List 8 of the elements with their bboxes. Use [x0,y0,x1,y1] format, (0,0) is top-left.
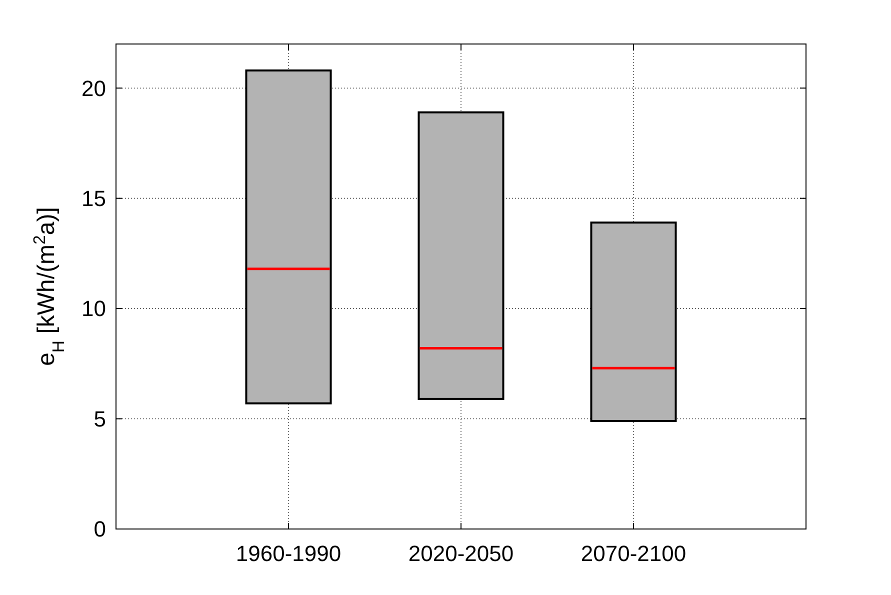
y-tick-label: 20 [82,76,106,101]
x-tick-label: 2020-2050 [408,541,514,566]
y-tick-label: 15 [82,186,106,212]
x-tick-label: 1960-1990 [236,541,342,566]
y-tick-label: 10 [82,296,106,322]
y-tick-label: 0 [94,516,106,542]
y-tick-label: 5 [94,406,106,432]
x-tick-label: 2070-2100 [580,541,686,566]
